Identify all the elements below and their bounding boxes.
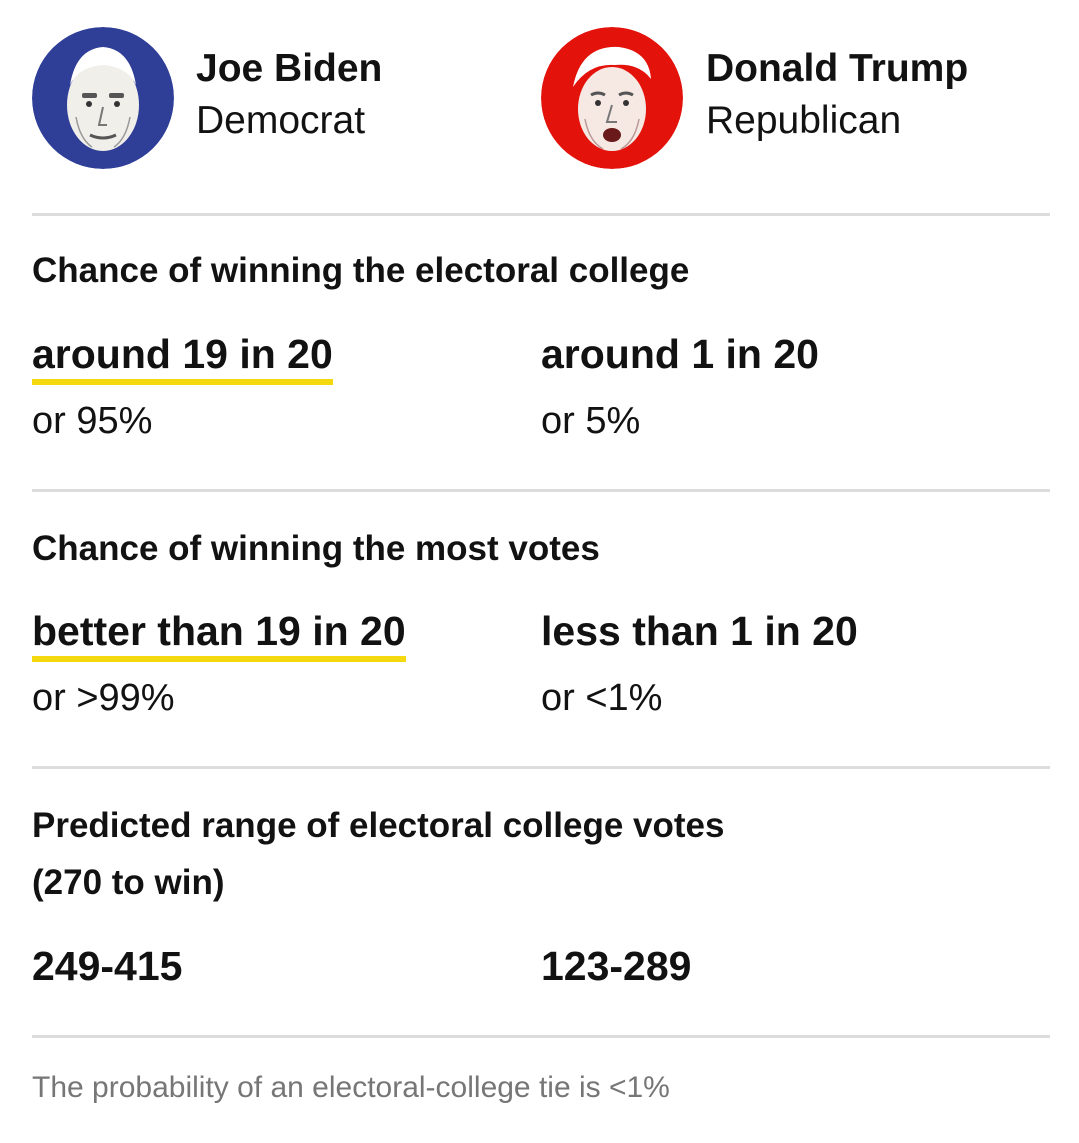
dem-popular-pct: or >99% <box>32 677 175 719</box>
rep-electoral-pct: or 5% <box>541 400 641 442</box>
trump-portrait-icon <box>541 27 683 169</box>
rep-candidate-name: Donald Trump <box>706 47 969 90</box>
rep-candidate-party: Republican <box>706 99 902 142</box>
popular-vote-title: Chance of winning the most votes <box>32 529 600 568</box>
dem-ec-range: 249-415 <box>32 943 183 989</box>
electoral-college-title: Chance of winning the electoral college <box>32 251 690 290</box>
dem-electoral-odds: around 19 in 20 <box>32 329 333 385</box>
divider <box>32 489 1050 492</box>
dem-popular-odds: better than 19 in 20 <box>32 606 406 662</box>
rep-ec-range: 123-289 <box>541 943 692 989</box>
tie-footnote: The probability of an electoral-college … <box>32 1071 670 1104</box>
divider <box>32 766 1050 769</box>
dem-candidate-party: Democrat <box>196 99 366 142</box>
rep-popular-pct: or <1% <box>541 677 663 719</box>
divider <box>32 1035 1050 1038</box>
dem-candidate-name: Joe Biden <box>196 47 383 90</box>
ec-range-title: Predicted range of electoral college vot… <box>32 806 725 845</box>
rep-electoral-odds: around 1 in 20 <box>541 331 819 377</box>
rep-popular-odds: less than 1 in 20 <box>541 608 858 654</box>
divider <box>32 213 1050 216</box>
ec-range-subtitle: (270 to win) <box>32 863 225 902</box>
dem-electoral-pct: or 95% <box>32 400 153 442</box>
biden-portrait-icon <box>32 27 174 169</box>
